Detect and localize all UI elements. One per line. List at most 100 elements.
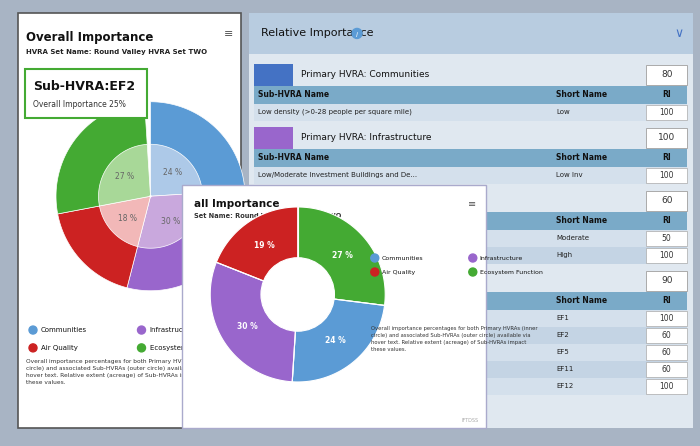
Text: Low density (>0-28 people per square mile): Low density (>0-28 people per square mil… [258, 109, 412, 115]
Polygon shape [150, 144, 202, 196]
Text: Overall Importance: Overall Importance [26, 31, 153, 44]
FancyBboxPatch shape [255, 103, 687, 120]
Text: All negative, decreasing: All negative, decreasing [258, 366, 343, 372]
Circle shape [352, 29, 362, 38]
FancyBboxPatch shape [646, 327, 687, 343]
FancyBboxPatch shape [255, 326, 687, 343]
Text: 80: 80 [661, 70, 673, 79]
Text: ∨: ∨ [674, 27, 684, 40]
Text: Communities: Communities [41, 327, 87, 333]
FancyBboxPatch shape [646, 231, 687, 245]
Text: 100: 100 [658, 133, 676, 142]
Polygon shape [298, 207, 385, 306]
Text: Overall importance percentages for both Primary HVRAs (inner
circle) and associa: Overall importance percentages for both … [371, 326, 538, 352]
Text: Fully positive: Fully positive [258, 315, 304, 321]
FancyBboxPatch shape [255, 149, 687, 166]
Text: Moderately positive to fully positive: Moderately positive to fully positive [258, 349, 384, 355]
FancyBboxPatch shape [25, 69, 147, 118]
Circle shape [261, 258, 335, 331]
Text: Low/Moderate Investment Buildings and De...: Low/Moderate Investment Buildings and De… [258, 172, 418, 178]
Text: Infrastructure: Infrastructure [150, 327, 197, 333]
Text: 27 %: 27 % [332, 251, 353, 260]
Circle shape [150, 196, 151, 197]
FancyBboxPatch shape [18, 13, 241, 428]
Text: EF12: EF12 [556, 383, 574, 389]
Polygon shape [138, 193, 202, 248]
Text: Infrastructure: Infrastructure [480, 256, 523, 260]
FancyBboxPatch shape [255, 343, 687, 360]
Text: 18 %: 18 % [118, 214, 136, 223]
Text: ≡: ≡ [224, 29, 234, 39]
Text: Short Name: Short Name [556, 296, 608, 305]
FancyBboxPatch shape [255, 247, 687, 264]
Text: 30 %: 30 % [162, 217, 181, 226]
Text: Sub-HVRA Name: Sub-HVRA Name [258, 90, 330, 99]
FancyBboxPatch shape [255, 377, 687, 395]
Circle shape [137, 344, 146, 352]
Text: Primary HVRA: Communities: Primary HVRA: Communities [301, 70, 429, 79]
Circle shape [137, 326, 146, 334]
Circle shape [29, 326, 37, 334]
Polygon shape [216, 207, 298, 294]
Text: ≡: ≡ [468, 199, 477, 209]
Text: Sub-HVRA Name: Sub-HVRA Name [258, 216, 330, 225]
Text: Ecosystem Function: Ecosystem Function [480, 269, 542, 274]
Text: RI: RI [662, 153, 671, 162]
Text: Overall importance percentages for both Primary HVRAs (inner
circle) and associa: Overall importance percentages for both … [26, 359, 211, 385]
Text: Relative Importance: Relative Importance [261, 29, 374, 38]
Text: Low Inv: Low Inv [556, 172, 583, 178]
Text: RI: RI [662, 90, 671, 99]
FancyBboxPatch shape [255, 269, 293, 292]
Text: Short Name: Short Name [556, 216, 608, 225]
Polygon shape [127, 190, 245, 291]
Text: 19 %: 19 % [254, 241, 274, 250]
Text: Ecosystem Function: Ecosystem Function [150, 345, 219, 351]
FancyBboxPatch shape [255, 292, 687, 310]
Circle shape [469, 268, 477, 276]
FancyBboxPatch shape [255, 86, 687, 103]
FancyBboxPatch shape [182, 185, 486, 428]
Text: HVRA Set Name: Round Valley HVRA Set TWO: HVRA Set Name: Round Valley HVRA Set TWO [26, 49, 207, 55]
Text: all Importance: all Importance [194, 199, 279, 209]
Text: Short Name: Short Name [556, 153, 608, 162]
Text: 60: 60 [662, 330, 671, 339]
FancyBboxPatch shape [255, 190, 293, 211]
FancyBboxPatch shape [248, 54, 693, 428]
Text: 100: 100 [659, 107, 674, 116]
Text: Air Quality: Air Quality [41, 345, 78, 351]
FancyBboxPatch shape [646, 310, 687, 326]
Text: High: High [556, 252, 573, 258]
FancyBboxPatch shape [646, 65, 687, 85]
FancyBboxPatch shape [646, 379, 687, 393]
Circle shape [371, 254, 379, 262]
Text: All positive, decreasing slightly: All positive, decreasing slightly [258, 332, 368, 338]
Text: 100: 100 [659, 251, 674, 260]
Text: EF5: EF5 [556, 349, 569, 355]
Text: Sub-HVRA Name: Sub-HVRA Name [258, 153, 330, 162]
Text: EF2: EF2 [556, 332, 569, 338]
FancyBboxPatch shape [255, 211, 687, 230]
FancyBboxPatch shape [255, 310, 687, 326]
Circle shape [371, 268, 379, 276]
Text: IFTDSS: IFTDSS [461, 418, 479, 423]
Polygon shape [57, 206, 138, 288]
Polygon shape [56, 102, 147, 214]
Text: EF11: EF11 [556, 366, 574, 372]
Text: Overall Importance 25%: Overall Importance 25% [33, 100, 126, 109]
Text: Moderate: Moderate [556, 235, 589, 241]
Text: Set Name: Round Valley HVRA Set TWO: Set Name: Round Valley HVRA Set TWO [194, 213, 342, 219]
Text: Fully negative: Fully negative [258, 383, 307, 389]
FancyBboxPatch shape [255, 360, 687, 377]
FancyBboxPatch shape [255, 166, 687, 183]
Text: Sub-HVRA:EF2: Sub-HVRA:EF2 [33, 80, 135, 93]
FancyBboxPatch shape [255, 127, 293, 149]
FancyBboxPatch shape [646, 271, 687, 290]
Polygon shape [210, 262, 298, 382]
Text: Primary HVRA: Infrastructure: Primary HVRA: Infrastructure [301, 133, 431, 142]
Text: 90: 90 [661, 276, 673, 285]
FancyBboxPatch shape [646, 104, 687, 120]
Text: 100: 100 [659, 170, 674, 180]
Text: 24 %: 24 % [163, 168, 182, 177]
Polygon shape [99, 196, 150, 247]
Text: IFTDSS: IFTDSS [216, 415, 234, 420]
